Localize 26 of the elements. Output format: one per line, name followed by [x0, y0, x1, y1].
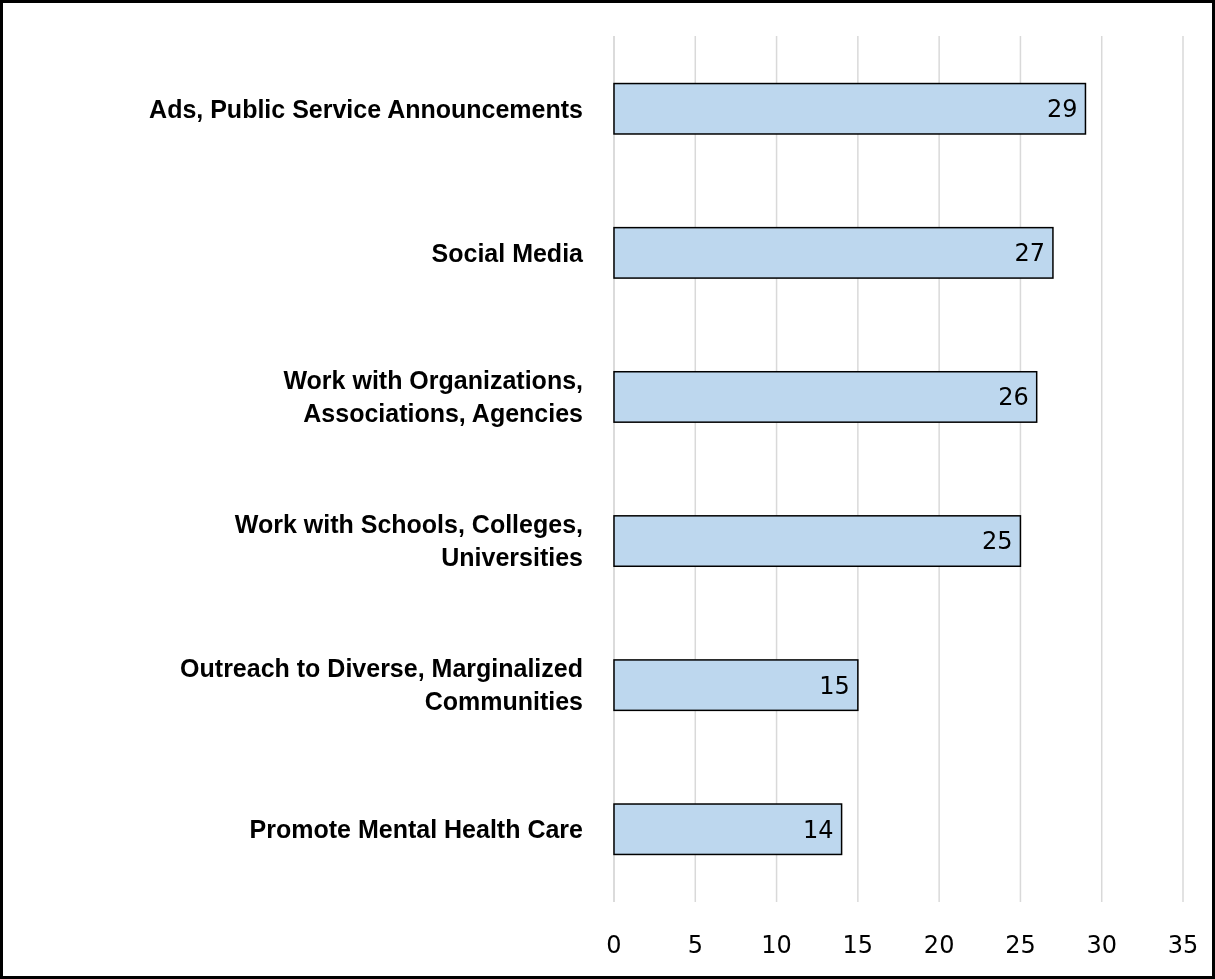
x-tick-label: 0: [606, 931, 622, 960]
data-label: 14: [803, 815, 834, 844]
data-label: 27: [1014, 239, 1045, 268]
x-tick-label: 35: [1167, 931, 1199, 960]
x-tick-label: 25: [1005, 931, 1036, 960]
y-tick-label: Work with Schools, Colleges, Universities: [234, 510, 583, 572]
bar: [613, 82, 1087, 135]
y-tick-label: Ads, Public Service Announcements: [149, 94, 583, 123]
y-tick-label: Social Media: [431, 238, 585, 267]
y-tick-label: Work with Organizations, Associations, Agencies: [283, 366, 583, 428]
x-tick-label: 15: [842, 931, 874, 960]
data-label: 29: [1046, 95, 1078, 124]
bar: [613, 515, 1022, 568]
bar: [613, 803, 843, 856]
x-tick-label: 5: [687, 931, 703, 960]
data-label: 25: [981, 527, 1013, 556]
x-tick-label: 30: [1086, 931, 1117, 960]
bar: [613, 370, 1038, 423]
y-tick-label: Promote Mental Health Care: [249, 814, 584, 843]
y-tick-label: Outreach to Diverse, Marginalized Communities: [180, 654, 583, 716]
data-label: 15: [819, 671, 850, 700]
bar: [613, 226, 1054, 279]
bar: [613, 659, 859, 712]
data-label: 26: [998, 383, 1029, 412]
x-tick-label: 10: [761, 931, 792, 960]
x-tick-label: 20: [923, 931, 955, 960]
